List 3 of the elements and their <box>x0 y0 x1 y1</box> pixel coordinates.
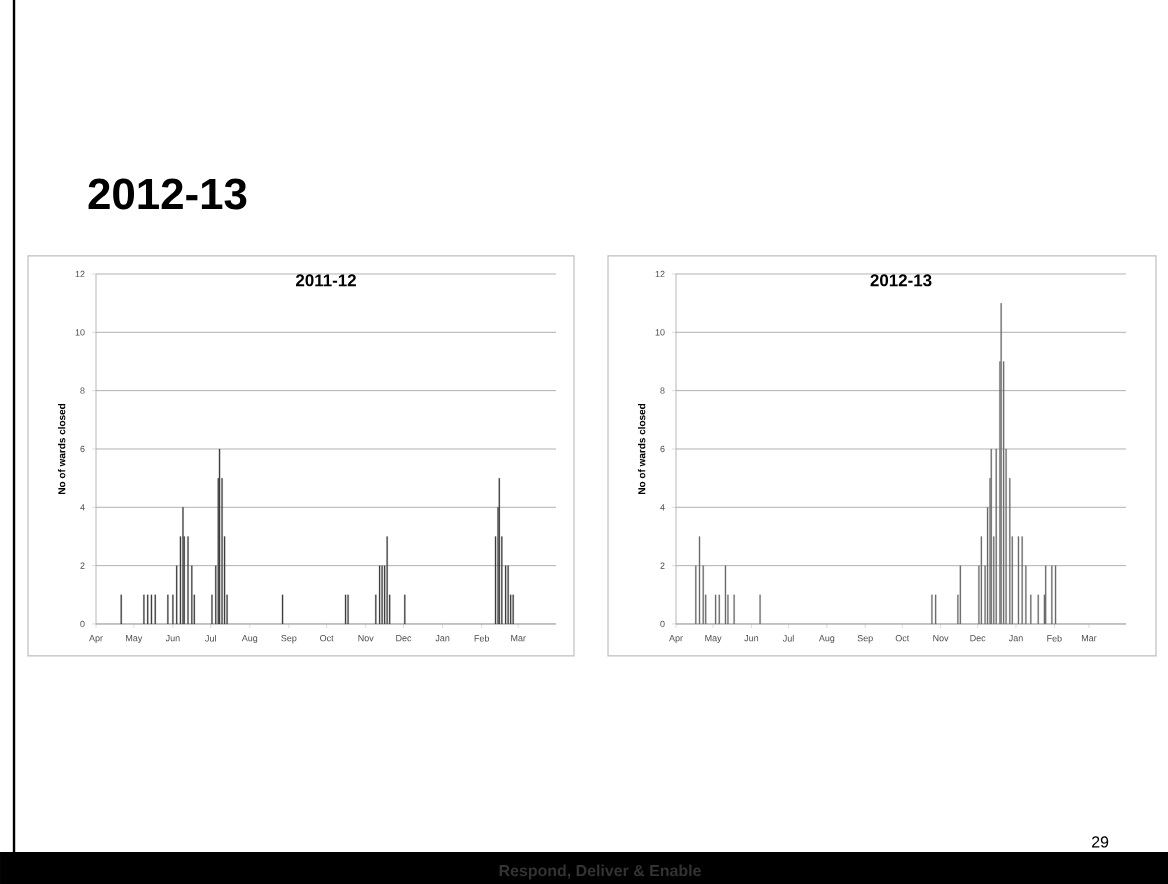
text: 2012-13 <box>88 178 247 210</box>
chart-title: 2011-12 <box>296 274 356 287</box>
chart-title: 2012-13 <box>870 274 932 287</box>
